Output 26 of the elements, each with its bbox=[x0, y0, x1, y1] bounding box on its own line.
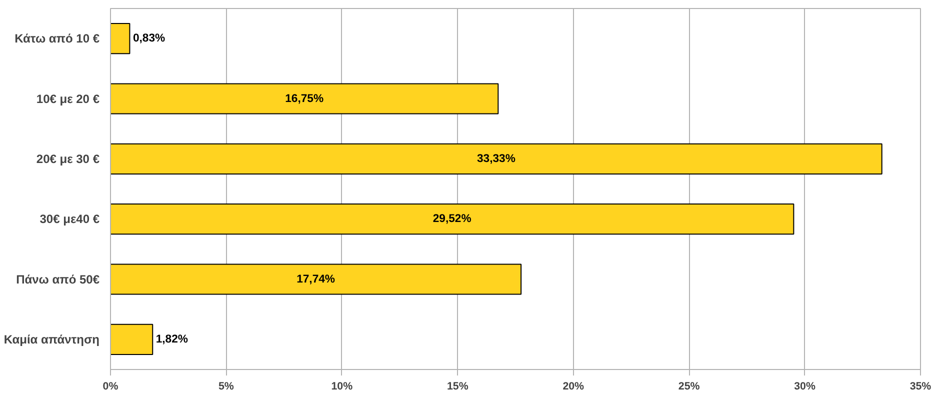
x-tick-label: 15% bbox=[446, 380, 469, 392]
bar bbox=[110, 143, 882, 174]
bar bbox=[110, 264, 522, 295]
y-tick-label: 20€ με 30 € bbox=[36, 152, 100, 166]
data-label: 0,83% bbox=[132, 32, 166, 45]
x-tick-label: 5% bbox=[218, 380, 234, 392]
x-tick-label: 0% bbox=[102, 380, 119, 392]
x-tick-label: 20% bbox=[562, 380, 585, 392]
data-label: 17,74% bbox=[296, 273, 335, 286]
x-tick-label: 10% bbox=[331, 380, 354, 392]
bar bbox=[110, 83, 499, 114]
data-label: 29,52% bbox=[432, 213, 472, 226]
data-label: 16,75% bbox=[285, 92, 324, 105]
x-tick-label: 35% bbox=[910, 380, 932, 392]
data-label: 1,82% bbox=[156, 333, 188, 346]
x-tick-label: 30% bbox=[794, 380, 816, 392]
y-tick-label: 30€ με40 € bbox=[40, 212, 100, 226]
data-label: 33,33% bbox=[476, 152, 516, 165]
bar bbox=[110, 324, 154, 355]
y-tick-label: Καμία απάντηση bbox=[4, 332, 100, 346]
x-tick-label: 25% bbox=[678, 380, 700, 392]
bar bbox=[110, 204, 794, 235]
y-tick-label: Κάτω από 10 € bbox=[14, 32, 100, 46]
bar bbox=[110, 23, 130, 54]
y-tick-label: Πάνω από 50€ bbox=[16, 272, 100, 286]
y-tick-label: 10€ με 20 € bbox=[36, 92, 100, 106]
